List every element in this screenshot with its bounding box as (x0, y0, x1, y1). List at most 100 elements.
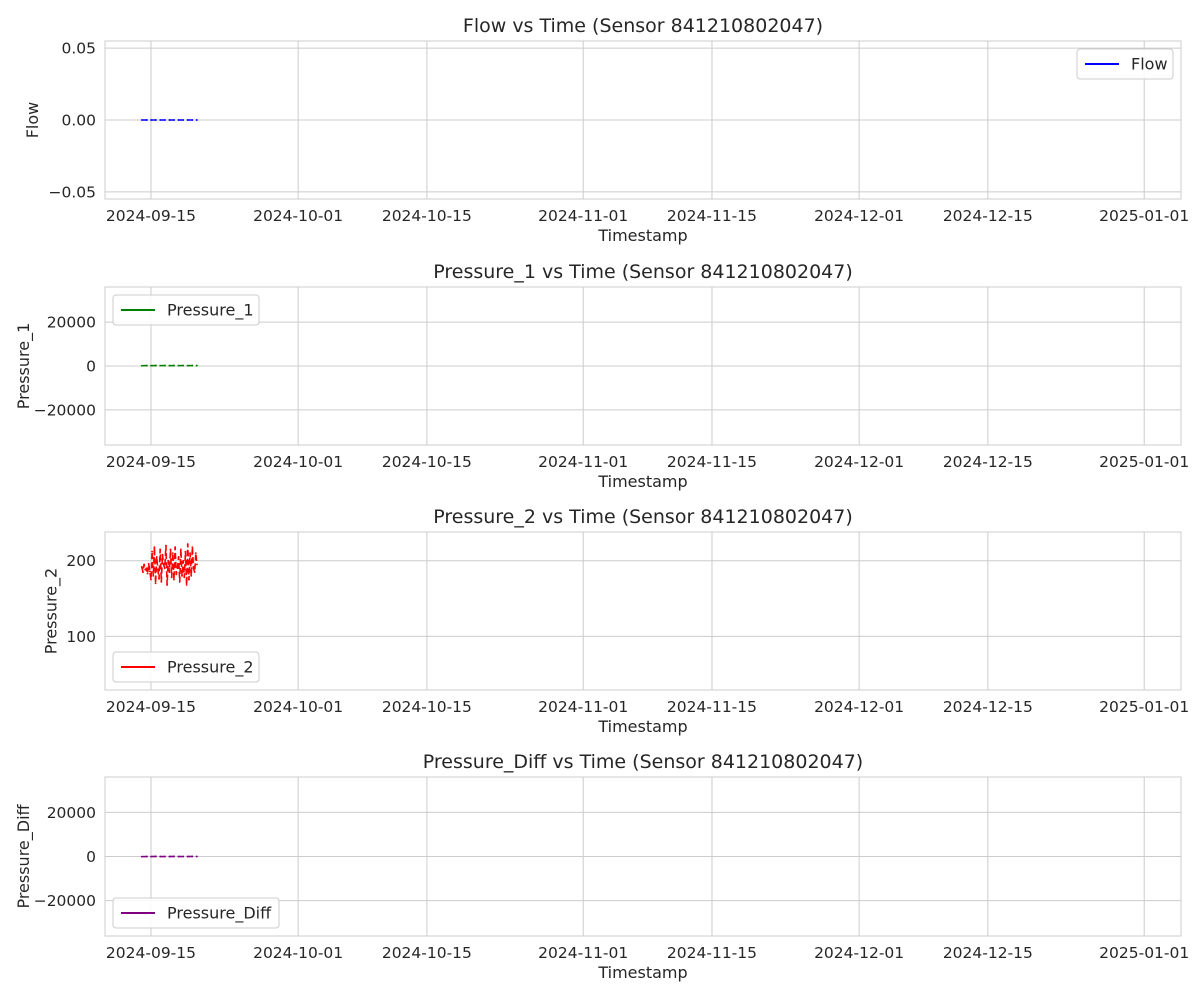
data-point (166, 584, 168, 586)
x-tick-label: 2024-12-15 (943, 453, 1033, 471)
x-tick-label: 2024-09-15 (106, 453, 196, 471)
data-point (173, 119, 175, 121)
data-point (163, 855, 166, 858)
chart-title: Pressure_2 vs Time (Sensor 841210802047) (433, 506, 853, 528)
x-tick-label: 2024-09-15 (106, 944, 196, 962)
data-point (177, 119, 180, 121)
legend: Pressure_Diff (112, 897, 280, 929)
x-tick-label: 2025-01-01 (1099, 207, 1189, 225)
data-point (140, 364, 143, 367)
y-tick-label: 20000 (47, 804, 96, 822)
x-tick-label: 2024-10-01 (253, 944, 343, 962)
x-tick-label: 2024-10-01 (253, 698, 343, 716)
x-tick-label: 2024-11-15 (667, 453, 757, 471)
data-point (145, 364, 148, 367)
data-point (190, 574, 193, 577)
data-point (169, 548, 172, 551)
data-point (185, 584, 188, 586)
y-tick-label: −20000 (34, 892, 96, 910)
data-point (196, 855, 198, 858)
x-tick-label: 2024-10-15 (382, 944, 472, 962)
x-tick-label: 2024-12-01 (814, 944, 904, 962)
x-tick-label: 2024-12-15 (943, 207, 1033, 225)
y-tick-label: 200 (66, 552, 96, 570)
data-point (162, 563, 165, 566)
x-axis-label: Timestamp (597, 226, 687, 245)
x-tick-label: 2024-10-15 (382, 698, 472, 716)
data-point (152, 574, 155, 577)
data-point (155, 556, 158, 558)
x-tick-label: 2024-12-01 (814, 698, 904, 716)
data-point (159, 855, 162, 858)
data-point (193, 571, 196, 573)
y-tick-label: −20000 (34, 401, 96, 419)
data-point (177, 364, 180, 367)
data-point (181, 574, 183, 577)
x-tick-label: 2024-10-01 (253, 453, 343, 471)
legend-box (1076, 48, 1174, 80)
legend-label: Pressure_Diff (167, 904, 272, 924)
x-tick-label: 2025-01-01 (1099, 944, 1189, 962)
data-point (189, 552, 191, 555)
data-point (196, 119, 198, 121)
data-point (186, 364, 189, 367)
plot-frame (104, 776, 1182, 937)
legend: Pressure_2 (112, 651, 260, 683)
data-point (173, 364, 175, 367)
data-point (163, 364, 166, 367)
x-tick-label: 2024-11-15 (667, 944, 757, 962)
legend-box (112, 897, 280, 929)
subplot-3: 2024-09-15 2024-10-01 2024-10-15 2024-11-01… (41, 506, 1189, 736)
data-point (145, 567, 148, 570)
data-point (170, 576, 173, 579)
y-tick-label: 100 (66, 628, 96, 646)
data-point (173, 578, 175, 581)
chart-title: Flow vs Time (Sensor 841210802047) (463, 15, 823, 37)
y-axis-label: Pressure_Diff (14, 803, 34, 908)
data-point (168, 855, 171, 858)
x-tick-label: 2025-01-01 (1099, 453, 1189, 471)
y-axis-label: Flow (23, 102, 42, 139)
x-axis-label: Timestamp (597, 472, 687, 491)
legend-box (112, 294, 260, 326)
legend: Flow (1076, 48, 1174, 80)
x-tick-label: 2024-11-01 (538, 698, 628, 716)
data-point (192, 567, 195, 570)
data-point (150, 578, 152, 581)
x-tick-label: 2024-11-01 (538, 453, 628, 471)
legend-box (112, 651, 260, 683)
data-point (140, 119, 143, 121)
legend: Pressure_1 (112, 294, 260, 326)
data-point (154, 855, 157, 858)
data-point (168, 364, 171, 367)
data-point (179, 548, 182, 551)
data-point (186, 543, 189, 545)
x-tick-label: 2024-12-01 (814, 207, 904, 225)
data-point (143, 563, 145, 566)
data-point (196, 364, 198, 367)
x-axis-label: Timestamp (597, 963, 687, 982)
data-point (148, 570, 151, 573)
y-tick-label: 0 (86, 358, 96, 376)
data-point (151, 550, 154, 553)
subplot-1: 2024-09-15 2024-10-01 2024-10-15 2024-11-01… (23, 15, 1189, 245)
x-axis-label: Timestamp (597, 717, 687, 736)
x-tick-label: 2025-01-01 (1099, 698, 1189, 716)
subplot-4: 2024-09-15 2024-10-01 2024-10-15 2024-11-01… (14, 751, 1189, 982)
data-point (140, 855, 143, 858)
x-tick-label: 2024-10-15 (382, 453, 472, 471)
data-point (183, 576, 186, 579)
x-tick-label: 2024-09-15 (106, 698, 196, 716)
data-point (150, 855, 152, 858)
data-point (146, 572, 149, 575)
legend-label: Pressure_2 (167, 658, 254, 678)
data-point (171, 552, 174, 555)
y-tick-label: 0.00 (61, 112, 96, 130)
plot-frame (104, 531, 1182, 691)
data-point (176, 567, 179, 570)
y-tick-label: 20000 (47, 314, 96, 332)
data-point (188, 578, 190, 581)
data-point (186, 855, 189, 858)
x-tick-label: 2024-10-01 (253, 207, 343, 225)
